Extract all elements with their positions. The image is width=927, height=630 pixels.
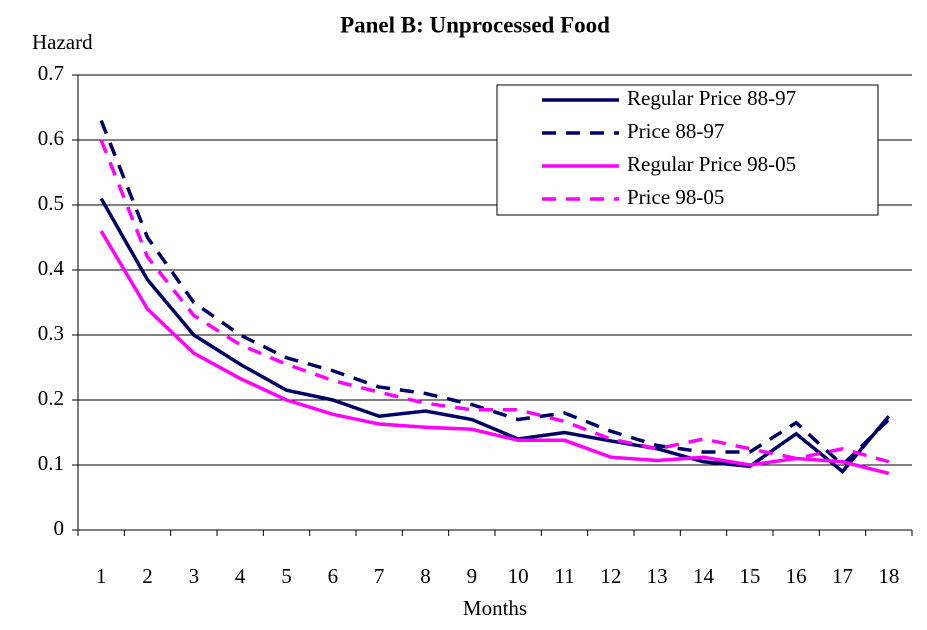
legend-box — [496, 84, 879, 216]
x-tick-label: 15 — [739, 564, 760, 588]
x-tick-label: 18 — [878, 564, 899, 588]
chart-title: Panel B: Unprocessed Food — [340, 12, 610, 37]
y-tick-label: 0 — [54, 516, 65, 540]
y-tick-label: 0.1 — [38, 451, 64, 475]
x-tick-label: 5 — [281, 564, 292, 588]
y-tick-label: 0.7 — [38, 61, 64, 85]
y-axis-label: Hazard — [32, 30, 93, 54]
y-tick-label: 0.2 — [38, 386, 64, 410]
y-tick-label: 0.6 — [38, 126, 64, 150]
legend-label: Price 88-97 — [627, 119, 724, 143]
x-tick-label: 13 — [647, 564, 668, 588]
legend-label: Regular Price 88-97 — [627, 86, 796, 110]
x-tick-label: 4 — [235, 564, 246, 588]
x-tick-label: 12 — [600, 564, 621, 588]
series-line — [99, 197, 891, 474]
x-tick-label: 3 — [189, 564, 200, 588]
series-line — [99, 230, 890, 476]
legend-label: Price 98-05 — [627, 185, 724, 209]
x-tick-label: 2 — [142, 564, 153, 588]
x-tick-label: 1 — [96, 564, 107, 588]
x-tick-label: 17 — [832, 564, 853, 588]
x-tick-label: 10 — [508, 564, 529, 588]
x-tick-label: 16 — [786, 564, 807, 588]
x-axis-label: Months — [463, 596, 527, 620]
y-tick-label: 0.3 — [38, 321, 64, 345]
series-line — [99, 119, 891, 468]
x-tick-label: 8 — [420, 564, 431, 588]
series-line — [99, 139, 890, 464]
x-tick-label: 14 — [693, 564, 715, 588]
x-tick-label: 9 — [467, 564, 478, 588]
x-tick-label: 11 — [554, 564, 574, 588]
legend-label: Regular Price 98-05 — [627, 152, 796, 176]
x-tick-label: 7 — [374, 564, 385, 588]
y-tick-label: 0.4 — [38, 256, 65, 280]
y-tick-label: 0.5 — [38, 191, 64, 215]
x-tick-label: 6 — [328, 564, 339, 588]
